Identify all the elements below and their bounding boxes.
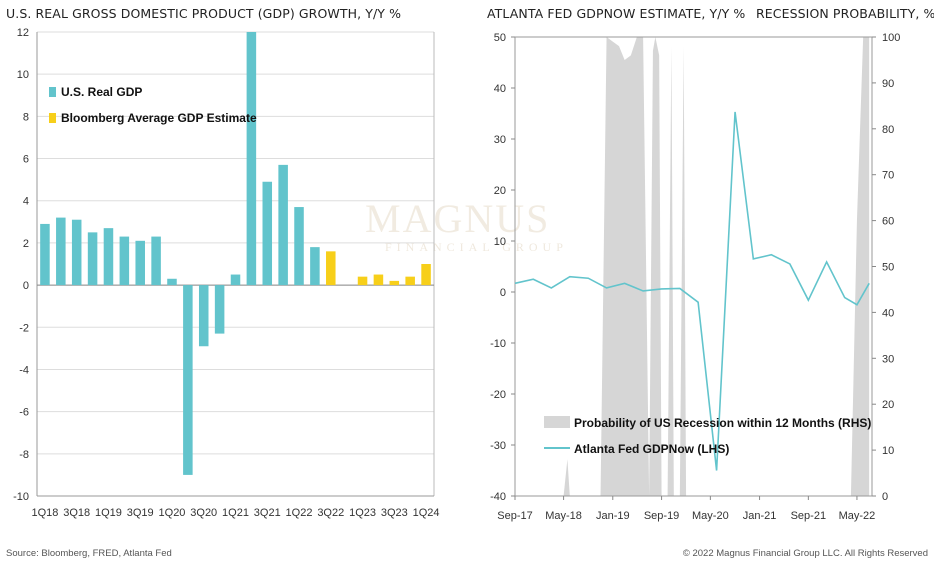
x-tick-label: 1Q23 bbox=[349, 507, 376, 519]
y-tick-label: 12 bbox=[17, 27, 29, 39]
estimate-bar-1Q23 bbox=[357, 276, 368, 286]
left-gdp-chart: -10 -8 -6 -4 -2 0 2 4 6 8 10 12 1Q18 3Q18 1Q19 3Q19 1Q20… bbox=[13, 27, 440, 519]
right-y-tick-label: 10 bbox=[882, 445, 894, 457]
gdp-bar-2Q18 bbox=[56, 217, 66, 286]
x-tick-label: Sep-17 bbox=[497, 510, 532, 522]
y-tick-label: -8 bbox=[19, 449, 29, 461]
gdp-bar-1Q20 bbox=[167, 278, 177, 286]
gdp-bar-4Q20 bbox=[214, 285, 225, 334]
left-y-tick-label: -10 bbox=[490, 338, 506, 350]
y-tick-label: -6 bbox=[19, 407, 29, 419]
x-tick-label: May-18 bbox=[545, 510, 582, 522]
x-tick-label: 1Q19 bbox=[95, 507, 122, 519]
left-y-tick-label: 20 bbox=[494, 185, 506, 197]
right-y-tick-label: 100 bbox=[882, 32, 900, 44]
y-tick-label: 4 bbox=[23, 196, 29, 208]
gdp-bar-4Q21 bbox=[278, 164, 288, 286]
left-y-tick-label: 40 bbox=[494, 83, 506, 95]
estimate-bar-3Q23 bbox=[389, 280, 400, 286]
right-y-tick-label: 60 bbox=[882, 216, 894, 228]
right-y-tick-label: 20 bbox=[882, 399, 894, 411]
estimate-bar-1Q24 bbox=[421, 264, 431, 286]
left-y-tick-label: -40 bbox=[490, 491, 506, 503]
gdp-bar-2Q22 bbox=[310, 247, 320, 286]
gdp-bar-3Q20 bbox=[198, 285, 209, 347]
x-tick-label: 3Q19 bbox=[127, 507, 154, 519]
legend-swatch-recession bbox=[544, 416, 570, 428]
legend-label-gdpnow: Atlanta Fed GDPNow (LHS) bbox=[574, 442, 729, 456]
gdp-bar-2Q21 bbox=[246, 32, 257, 286]
left-chart-title: U.S. REAL GROSS DOMESTIC PRODUCT (GDP) G… bbox=[6, 6, 402, 21]
right-axis-title: RECESSION PROBABILITY, % bbox=[756, 6, 934, 21]
gdp-bar-1Q22 bbox=[294, 207, 304, 286]
x-tick-label: Sep-21 bbox=[791, 510, 826, 522]
estimate-bar-2Q23 bbox=[373, 274, 384, 286]
gdp-bar-4Q18 bbox=[87, 232, 98, 286]
gdp-bar-1Q19 bbox=[103, 228, 114, 286]
left-y-tick-label: -30 bbox=[490, 440, 506, 452]
x-tick-label: 3Q23 bbox=[381, 507, 408, 519]
y-tick-label: -4 bbox=[19, 364, 29, 376]
x-tick-label: 3Q22 bbox=[317, 507, 344, 519]
y-tick-label: -2 bbox=[19, 322, 29, 334]
legend-label: Bloomberg Average GDP Estimate bbox=[61, 111, 257, 125]
y-tick-label: 0 bbox=[23, 280, 29, 292]
gdp-bar-3Q18 bbox=[71, 219, 82, 286]
x-tick-label: Jan-21 bbox=[743, 510, 777, 522]
x-tick-label: 1Q22 bbox=[286, 507, 313, 519]
x-tick-label: May-22 bbox=[839, 510, 876, 522]
x-tick-label: May-20 bbox=[692, 510, 729, 522]
gdpnow-line bbox=[514, 111, 870, 471]
source-note: Source: Bloomberg, FRED, Atlanta Fed bbox=[6, 548, 172, 559]
right-y-tick-label: 0 bbox=[882, 491, 888, 503]
estimate-bar-4Q23 bbox=[405, 276, 415, 286]
right-gdpnow-chart: -40 -30 -20 -10 0 10 20 30 40 50 0 10 20 30 40 50 60 70 80… bbox=[490, 32, 900, 522]
gdp-bar-4Q19 bbox=[151, 236, 161, 286]
x-tick-label: 1Q24 bbox=[413, 507, 440, 519]
legend-swatch bbox=[49, 87, 56, 97]
gdp-bar-2Q19 bbox=[119, 236, 130, 286]
x-tick-label: 1Q20 bbox=[159, 507, 186, 519]
legend-swatch bbox=[49, 113, 56, 123]
copyright-note: © 2022 Magnus Financial Group LLC. All R… bbox=[682, 548, 928, 559]
x-tick-label: 1Q18 bbox=[31, 507, 58, 519]
x-tick-label: 1Q21 bbox=[222, 507, 249, 519]
left-y-tick-label: 10 bbox=[494, 236, 506, 248]
right-y-tick-label: 40 bbox=[882, 307, 894, 319]
right-y-tick-label: 30 bbox=[882, 353, 894, 365]
watermark-subtitle: FINANCIAL GROUP bbox=[385, 240, 568, 254]
left-y-tick-label: 30 bbox=[494, 134, 506, 146]
left-y-tick-label: 0 bbox=[500, 287, 506, 299]
right-y-tick-label: 90 bbox=[882, 78, 894, 90]
watermark-logo: MAGNUS bbox=[365, 196, 551, 241]
gdp-bar-3Q21 bbox=[262, 181, 273, 286]
gdp-bar-1Q21 bbox=[230, 274, 241, 286]
y-tick-label: 2 bbox=[23, 238, 29, 250]
left-y-tick-label: 50 bbox=[494, 32, 506, 44]
estimate-bar-3Q22 bbox=[326, 251, 336, 286]
x-tick-label: Jan-19 bbox=[596, 510, 630, 522]
right-y-tick-label: 80 bbox=[882, 124, 894, 136]
legend-label: U.S. Real GDP bbox=[61, 85, 142, 99]
recession-probability-area bbox=[515, 37, 870, 496]
legend-label-recession: Probability of US Recession within 12 Mo… bbox=[574, 416, 871, 430]
gdp-bar-1Q18 bbox=[40, 223, 50, 286]
y-tick-label: 10 bbox=[17, 69, 29, 81]
left-y-tick-label: -20 bbox=[490, 389, 506, 401]
x-tick-label: 3Q20 bbox=[190, 507, 217, 519]
x-tick-label: 3Q18 bbox=[63, 507, 90, 519]
x-tick-label: 3Q21 bbox=[254, 507, 281, 519]
x-tick-label: Sep-19 bbox=[644, 510, 679, 522]
right-chart-title: ATLANTA FED GDPNOW ESTIMATE, Y/Y % bbox=[487, 6, 746, 21]
y-tick-label: 6 bbox=[23, 154, 29, 166]
right-y-tick-label: 70 bbox=[882, 170, 894, 182]
gdp-bar-2Q20 bbox=[183, 285, 193, 475]
right-y-tick-label: 50 bbox=[882, 262, 894, 274]
y-tick-label: 8 bbox=[23, 111, 29, 123]
gdp-bar-3Q19 bbox=[135, 240, 145, 286]
y-tick-label: -10 bbox=[13, 491, 29, 503]
